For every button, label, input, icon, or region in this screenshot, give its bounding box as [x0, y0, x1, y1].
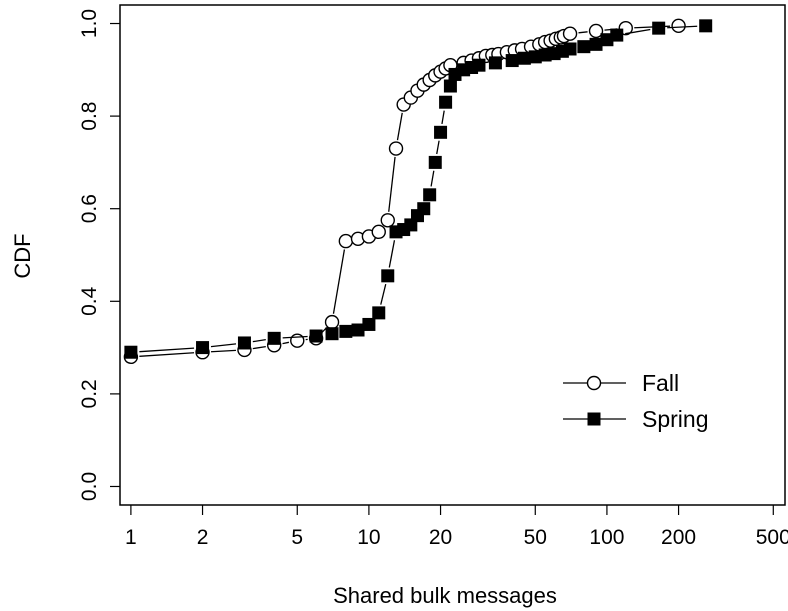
- data-point-spring: [505, 54, 519, 68]
- data-point-spring: [362, 317, 376, 331]
- series-line-fall: [139, 352, 195, 357]
- data-point-spring: [351, 323, 365, 337]
- data-point-spring: [443, 79, 457, 93]
- y-tick-label: 0.6: [78, 194, 101, 223]
- y-tick-label: 0.8: [78, 102, 101, 131]
- series-line-fall: [332, 249, 346, 314]
- data-point-spring: [577, 40, 591, 54]
- data-point-spring: [372, 306, 386, 320]
- data-point-spring: [600, 33, 614, 47]
- legend: Fall Spring: [563, 370, 708, 432]
- data-point-fall: [290, 333, 305, 348]
- series-line-fall: [321, 327, 327, 333]
- y-tick-label: 0.2: [78, 379, 101, 408]
- series-line-spring: [252, 338, 266, 343]
- data-point-fall: [388, 141, 404, 156]
- x-tick-label: 100: [589, 526, 624, 549]
- series-line-spring: [139, 347, 195, 353]
- data-point-spring: [417, 202, 431, 216]
- legend-marker-fall: [586, 375, 602, 391]
- data-point-spring: [528, 50, 542, 64]
- y-axis: 0.0 0.2 0.4 0.6 0.8 1.0: [78, 9, 120, 501]
- data-point-spring: [472, 58, 486, 72]
- series-line-fall: [578, 31, 588, 34]
- data-point-spring: [196, 341, 210, 355]
- x-tick-label: 10: [357, 526, 380, 549]
- data-point-fall: [371, 224, 386, 240]
- series-line-spring: [430, 170, 435, 187]
- series-line-fall: [396, 112, 403, 141]
- x-tick-label: 1: [125, 526, 137, 549]
- series-line-spring: [625, 28, 651, 35]
- y-tick-label: 1.0: [78, 9, 101, 38]
- series-line-fall: [252, 345, 266, 350]
- x-axis: 1 2 5 10 20 50 100 200 500: [125, 505, 788, 549]
- series-line-fall: [388, 156, 396, 212]
- data-point-spring: [381, 269, 395, 283]
- x-tick-label: 5: [291, 526, 303, 549]
- x-tick-label: 20: [429, 526, 452, 549]
- data-point-fall: [324, 314, 340, 330]
- data-point-spring: [699, 19, 713, 33]
- x-tick-label: 2: [197, 526, 209, 549]
- data-point-spring: [423, 188, 437, 202]
- legend-label-fall: Fall: [642, 370, 679, 396]
- series-line-fall: [210, 349, 237, 353]
- x-axis-title: Shared bulk messages: [333, 583, 557, 608]
- data-point-spring: [563, 42, 577, 56]
- y-tick-label: 0.0: [78, 472, 101, 501]
- legend-label-spring: Spring: [642, 406, 708, 432]
- data-point-spring: [237, 336, 251, 350]
- legend-marker-spring: [587, 412, 601, 426]
- data-point-spring: [439, 95, 453, 109]
- data-point-fall: [588, 23, 604, 39]
- data-point-fall: [671, 18, 686, 34]
- series-line-spring: [380, 283, 387, 305]
- data-point-fall: [338, 233, 354, 249]
- data-point-spring: [434, 125, 448, 139]
- data-point-spring: [309, 329, 323, 343]
- series-line-spring: [388, 240, 396, 268]
- x-tick-label: 500: [756, 526, 788, 549]
- series-line-spring: [436, 140, 440, 155]
- data-point-spring: [267, 331, 281, 345]
- data-point-spring: [339, 324, 353, 338]
- data-point-spring: [610, 28, 624, 42]
- series-line-fall: [282, 341, 290, 345]
- plot-area-frame: [119, 4, 786, 506]
- data-point-spring: [488, 56, 502, 70]
- y-axis-title: CDF: [10, 233, 35, 278]
- x-tick-label: 50: [524, 526, 547, 549]
- x-tick-label: 200: [661, 526, 696, 549]
- data-point-spring: [428, 155, 442, 169]
- series-line-spring: [441, 110, 445, 125]
- data-point-spring: [517, 51, 531, 65]
- data-point-spring: [124, 345, 138, 359]
- data-point-fall: [562, 26, 578, 41]
- data-point-spring: [652, 21, 666, 35]
- data-point-spring: [325, 327, 339, 341]
- series-line-spring: [282, 335, 308, 339]
- series-line-spring: [210, 343, 237, 348]
- data-point-fall: [380, 213, 395, 228]
- y-tick-label: 0.4: [78, 286, 101, 316]
- series-line-spring: [667, 25, 698, 29]
- data-point-spring: [589, 37, 603, 51]
- series-layer: [123, 18, 713, 365]
